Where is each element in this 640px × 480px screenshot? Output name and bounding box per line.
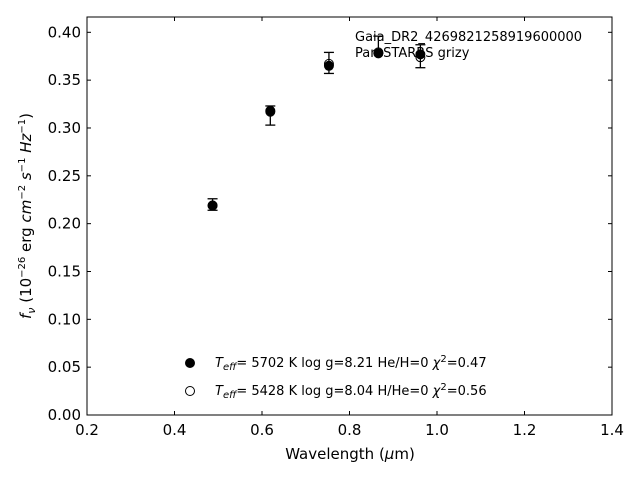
open-circle-point bbox=[323, 58, 334, 69]
legend: Teff= 5702 K log g=8.21 He/H=0 χ2=0.47 T… bbox=[185, 354, 487, 401]
open-circle-point bbox=[373, 47, 384, 58]
filled-circle-point bbox=[415, 49, 426, 60]
y-tick-label: 0.20 bbox=[48, 215, 81, 233]
x-tick-label: 1.4 bbox=[600, 421, 624, 439]
y-tick-label: 0.10 bbox=[48, 310, 81, 328]
filled-circle-point bbox=[323, 60, 334, 71]
x-axis-label: Wavelength (μm) bbox=[285, 445, 415, 463]
x-tick-label: 1.2 bbox=[513, 421, 537, 439]
x-tick-label: 0.6 bbox=[250, 421, 274, 439]
model-markers bbox=[207, 47, 426, 211]
y-tick-label: 0.35 bbox=[48, 71, 81, 89]
y-tick-label: 0.25 bbox=[48, 167, 81, 185]
annotation-survey: Pan-STARRS grizy bbox=[355, 46, 470, 61]
y-tick-label: 0.05 bbox=[48, 358, 81, 376]
open-circle-point bbox=[207, 200, 218, 211]
x-tick-label: 0.4 bbox=[163, 421, 187, 439]
y-tick-label: 0.15 bbox=[48, 262, 81, 280]
y-axis-label: fν (10−26 erg cm−2 s−1 Hz−1) bbox=[17, 113, 38, 319]
x-axis-ticks: 0.2 0.4 0.6 0.8 1.0 1.2 1.4 bbox=[75, 17, 624, 439]
x-tick-label: 0.8 bbox=[338, 421, 362, 439]
x-tick-label: 1.0 bbox=[425, 421, 449, 439]
legend-marker-filled bbox=[185, 358, 195, 368]
y-tick-label: 0.00 bbox=[48, 406, 81, 424]
open-circle-point bbox=[415, 52, 426, 63]
x-tick-label: 0.2 bbox=[75, 421, 99, 439]
legend-marker-open bbox=[185, 386, 195, 396]
observed-errorbars bbox=[207, 35, 426, 211]
y-axis-ticks: 0.00 0.05 0.10 0.15 0.20 0.25 0.30 0.35 0.40 bbox=[48, 23, 612, 424]
y-tick-label: 0.40 bbox=[48, 23, 81, 41]
y-tick-label: 0.30 bbox=[48, 119, 81, 137]
legend-entry-2: Teff= 5428 K log g=8.04 H/He=0 χ2=0.56 bbox=[215, 382, 487, 401]
open-circle-point bbox=[265, 106, 276, 117]
annotation-object-id: Gaia_DR2_4269821258919600000 bbox=[355, 30, 582, 45]
legend-entry-1: Teff= 5702 K log g=8.21 He/H=0 χ2=0.47 bbox=[215, 354, 487, 373]
